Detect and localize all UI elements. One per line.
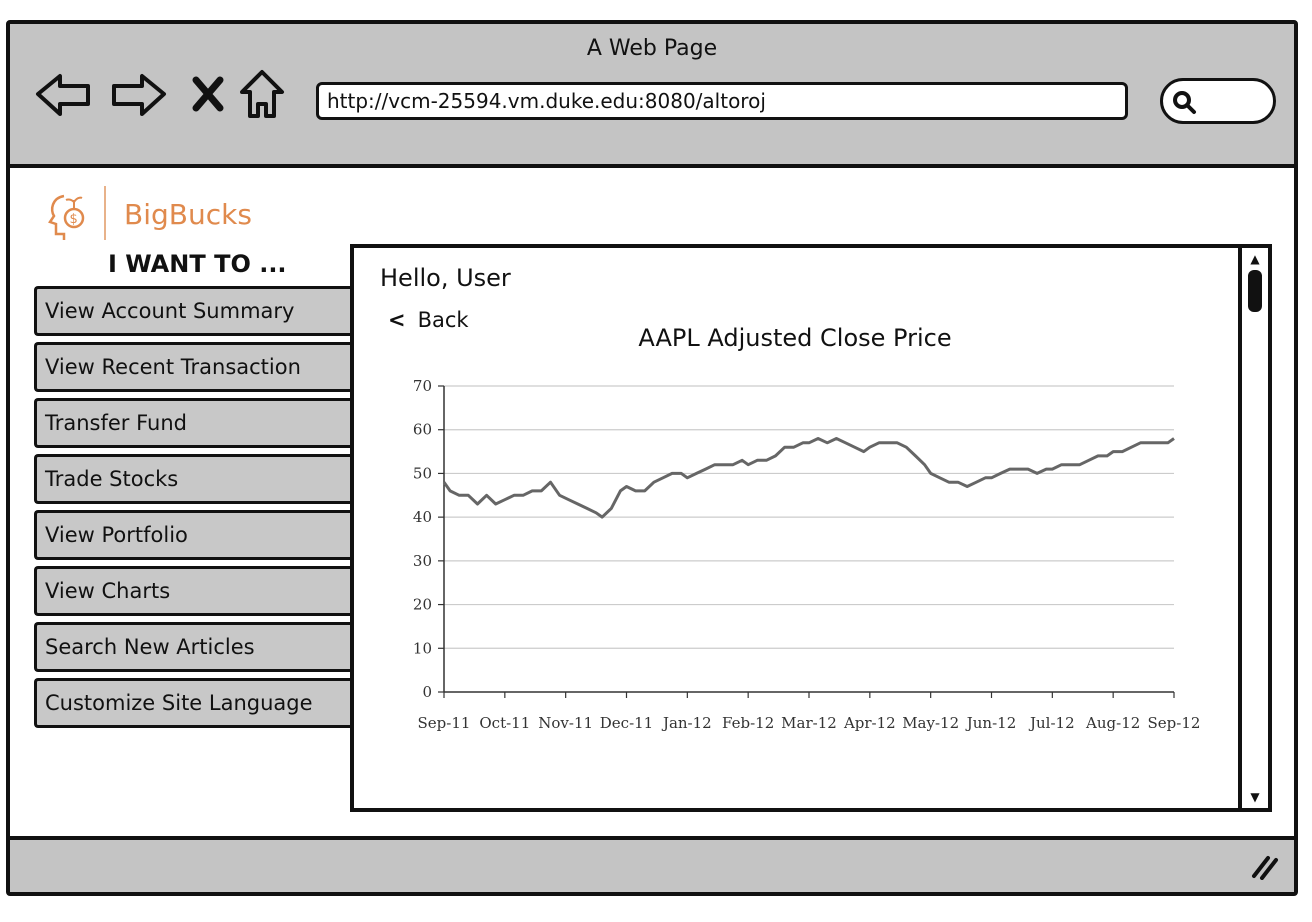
sidebar-item-transfer-fund[interactable]: Transfer Fund (34, 398, 352, 448)
main-panel: Hello, User < Back AAPL Adjusted Close Pr… (350, 244, 1272, 812)
price-line-chart: 0 10 20 30 40 50 60 70 Sep-11 Oct-11 Nov-11 Dec-11 J… (413, 377, 1201, 732)
scroll-down-arrow-icon[interactable]: ▼ (1250, 790, 1260, 804)
close-x-icon[interactable] (188, 74, 228, 118)
logo-divider (104, 186, 106, 240)
scroll-up-arrow-icon[interactable]: ▲ (1250, 252, 1260, 266)
x-tick-label: Jul-12 (1028, 714, 1075, 732)
brand-logo-icon: $ (46, 188, 96, 248)
x-tick-label: Jun-12 (965, 714, 1017, 732)
browser-titlebar: A Web Page http://vcm-25594.vm.duke.edu:… (10, 24, 1294, 168)
brand-name: BigBucks (124, 198, 252, 231)
x-tick-label: Dec-11 (600, 714, 653, 732)
x-tick-label: Aug-12 (1085, 714, 1140, 732)
sidebar-heading: I WANT TO ... (108, 250, 287, 278)
x-tick-label: May-12 (902, 714, 959, 732)
x-tick-label: Oct-11 (479, 714, 530, 732)
y-tick-label: 0 (422, 683, 432, 701)
window-title: A Web Page (586, 36, 718, 61)
x-tick-label: Mar-12 (781, 714, 837, 732)
back-arrow-icon[interactable] (34, 70, 94, 122)
x-tick-label: Sep-12 (1148, 714, 1201, 732)
vertical-scrollbar[interactable]: ▲ ▼ (1238, 248, 1268, 808)
chart-title: AAPL Adjusted Close Price (638, 324, 952, 352)
y-tick-label: 70 (413, 377, 432, 395)
sidebar-item-customize-site-language[interactable]: Customize Site Language (34, 678, 352, 728)
y-tick-label: 30 (413, 552, 432, 570)
greeting: Hello, User (380, 264, 511, 292)
sidebar-item-view-portfolio[interactable]: View Portfolio (34, 510, 352, 560)
x-tick-label: Sep-11 (418, 714, 471, 732)
sidebar-item-trade-stocks[interactable]: Trade Stocks (34, 454, 352, 504)
sidebar-item-view-charts[interactable]: View Charts (34, 566, 352, 616)
sidebar-menu: View Account Summary View Recent Transac… (34, 286, 354, 734)
forward-arrow-icon[interactable] (108, 70, 168, 122)
scroll-thumb[interactable] (1248, 270, 1262, 312)
sidebar-item-view-account-summary[interactable]: View Account Summary (34, 286, 352, 336)
x-tick-label: Apr-12 (843, 714, 896, 732)
back-link[interactable]: < Back (388, 308, 469, 332)
x-tick-label: Nov-11 (538, 714, 593, 732)
y-tick-label: 40 (413, 508, 432, 526)
series-line (442, 437, 1175, 519)
back-label: Back (417, 308, 469, 332)
y-tick-label: 20 (413, 596, 432, 614)
svg-text:$: $ (70, 212, 78, 227)
y-tick-label: 10 (413, 639, 432, 657)
chevron-left-icon: < (388, 308, 406, 332)
x-tick-label: Feb-12 (722, 714, 774, 732)
browser-window: A Web Page http://vcm-25594.vm.duke.edu:… (6, 20, 1298, 896)
search-icon (1171, 89, 1197, 119)
home-icon[interactable] (238, 68, 286, 124)
resize-grip-icon[interactable] (1248, 852, 1280, 884)
sidebar-item-view-recent-transaction[interactable]: View Recent Transaction (34, 342, 352, 392)
search-box[interactable] (1160, 78, 1276, 124)
page-content: $ BigBucks I WANT TO ... View Account Su… (10, 168, 1294, 836)
y-tick-label: 50 (413, 464, 432, 482)
url-input[interactable]: http://vcm-25594.vm.duke.edu:8080/altoro… (316, 82, 1128, 120)
browser-statusbar (10, 836, 1294, 892)
y-tick-label: 60 (413, 421, 432, 439)
sidebar-item-search-new-articles[interactable]: Search New Articles (34, 622, 352, 672)
x-tick-label: Jan-12 (661, 714, 712, 732)
